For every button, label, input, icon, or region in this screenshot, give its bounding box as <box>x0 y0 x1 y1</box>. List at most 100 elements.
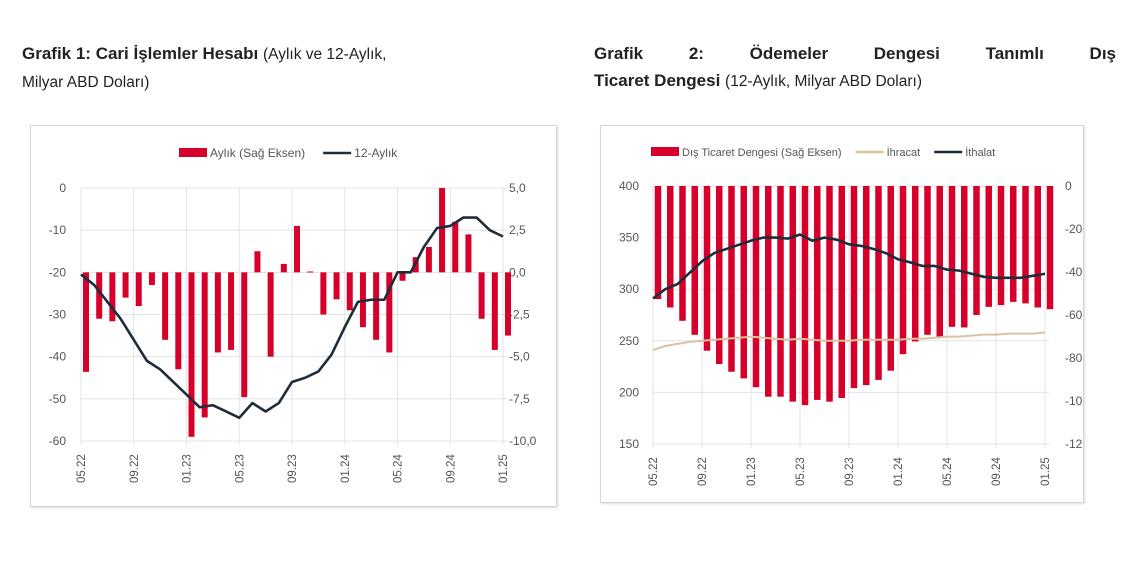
bar-07.24 <box>425 247 432 273</box>
left-axis-tick-label: 250 <box>619 334 639 348</box>
bar-11.22 <box>162 272 169 340</box>
bar-06.24 <box>961 186 968 328</box>
chart2-title: Grafik 2: Ödemeler Dengesi Tanımlı Dış T… <box>594 40 1116 95</box>
right-axis-tick-label: -60 <box>1065 308 1083 322</box>
x-axis-tick-label: 09.23 <box>844 457 856 486</box>
chart1-title-sub1: (Aylık ve 12-Aylık, <box>262 46 387 63</box>
right-axis-tick-label: -5,0 <box>509 350 530 364</box>
bar-01.24 <box>899 186 907 355</box>
chart1-title: Grafik 1: Cari İşlemler Hesabı (Aylık ve… <box>22 40 542 96</box>
x-axis-tick-label: 05.23 <box>795 457 807 486</box>
x-axis-tick-label: 09.24 <box>445 454 457 483</box>
chart1-title-sub2: Milyar ABD Doları) <box>22 74 150 91</box>
bar-03.24 <box>924 186 931 335</box>
right-axis-tick-label: -7,5 <box>509 392 530 406</box>
right-axis-tick-label: 0,0 <box>509 265 526 279</box>
bar-04.23 <box>789 186 796 402</box>
legend-swatch <box>651 147 679 156</box>
x-axis-tick-label: 01.25 <box>498 454 510 483</box>
right-axis-tick-label: -2,5 <box>509 308 530 322</box>
bar-06.22 <box>96 272 103 319</box>
line-series-İthalat <box>652 233 1046 300</box>
right-axis-tick-label: 5,0 <box>509 181 526 195</box>
chart1-svg: 0 -10 -20 -30 -40 -50 -60 5,0 2,5 0,0 -2,5 -5,0 -7,5… <box>49 146 537 483</box>
bar-03.24 <box>373 272 380 340</box>
bar-05.23 <box>241 272 248 398</box>
line-series-12-Aylık <box>80 216 504 420</box>
bar-05.22 <box>654 186 662 300</box>
x-axis-tick-label: 01.24 <box>340 454 352 483</box>
chart2-svg: 400 350 300 250 200 150 0 -20 -40 -60 -80 -100 -120 0… <box>619 146 1083 486</box>
bar-01.24 <box>346 272 353 311</box>
bar-06.22 <box>667 186 674 308</box>
x-axis-tick-label: 05.24 <box>942 457 954 486</box>
bar-01.23 <box>752 186 760 388</box>
left-axis-tick-label: -40 <box>49 350 67 364</box>
x-axis-tick-label: 09.23 <box>287 454 299 483</box>
bar-08.24 <box>985 186 992 307</box>
bar-10.24 <box>465 234 472 273</box>
bar-10.23 <box>863 186 870 386</box>
chart2-title-bold-2: Ticaret Dengesi <box>594 71 721 90</box>
chart1-panel: 0 -10 -20 -30 -40 -50 -60 5,0 2,5 0,0 -2,5 -5,0 -7,5… <box>30 125 557 507</box>
bar-11.23 <box>875 186 882 380</box>
bar-08.22 <box>691 186 698 335</box>
bar-07.23 <box>267 272 274 357</box>
bar-02.23 <box>765 186 772 397</box>
bar-10.22 <box>148 272 155 285</box>
right-axis-tick-label: -20 <box>1065 222 1083 236</box>
bar-05.23 <box>801 186 809 406</box>
bar-10.22 <box>716 186 723 365</box>
bar-11.24 <box>1022 186 1029 304</box>
x-axis-tick-label: 01.23 <box>182 454 194 483</box>
x-axis-tick-label: 01.25 <box>1040 457 1052 486</box>
bar-02.23 <box>201 272 208 418</box>
left-axis-tick-label: -20 <box>49 265 67 279</box>
bar-05.24 <box>948 186 956 327</box>
bar-11.23 <box>320 272 327 315</box>
x-axis-tick-label: 01.23 <box>746 457 758 486</box>
legend-label: İhracat <box>887 146 921 159</box>
legend-label: Dış Ticaret Dengesi (Sağ Eksen) <box>682 147 842 159</box>
left-axis-tick-label: -50 <box>49 392 67 406</box>
bar-09.22 <box>703 186 711 351</box>
bar-09.24 <box>452 221 459 273</box>
bar-11.24 <box>478 272 485 319</box>
bar-09.24 <box>997 186 1005 306</box>
bar-04.23 <box>228 272 235 350</box>
bar-06.23 <box>814 186 821 400</box>
left-axis-tick-label: -30 <box>49 308 67 322</box>
right-axis-tick-label: -40 <box>1065 265 1083 279</box>
x-axis-tick-label: 05.23 <box>234 454 246 483</box>
bar-01.25 <box>1046 186 1054 310</box>
bar-12.24 <box>1034 186 1041 308</box>
bar-05.24 <box>399 272 406 281</box>
bar-07.23 <box>826 186 833 402</box>
x-axis-tick-label: 05.24 <box>393 454 405 483</box>
bar-09.23 <box>294 225 300 273</box>
chart1-title-bold: Grafik 1: Cari İşlemler Hesabı <box>22 44 259 63</box>
bar-03.23 <box>777 186 784 397</box>
x-axis-tick-label: 01.24 <box>893 457 905 486</box>
left-axis-tick-label: 350 <box>619 231 639 245</box>
bar-12.23 <box>887 186 894 371</box>
bar-07.22 <box>109 272 116 322</box>
x-axis-tick-label: 09.22 <box>697 457 709 486</box>
left-axis-tick-label: 150 <box>619 437 639 451</box>
bar-08.23 <box>838 186 845 398</box>
right-axis-tick-label: 0 <box>1065 179 1072 193</box>
bar-08.23 <box>280 263 287 273</box>
bar-07.22 <box>679 186 686 321</box>
bar-01.23 <box>188 272 195 437</box>
line-series-İhracat <box>652 331 1046 352</box>
bar-01.25 <box>505 272 511 336</box>
chart2-panel: 400 350 300 250 200 150 0 -20 -40 -60 -80 -100 -120 0… <box>600 125 1084 503</box>
right-axis-tick-label: 2,5 <box>509 223 526 237</box>
legend-swatch <box>179 148 207 157</box>
x-axis-tick-label: 05.22 <box>76 454 88 483</box>
bar-08.22 <box>122 272 129 298</box>
left-axis-tick-label: 400 <box>619 179 639 193</box>
left-axis-tick-label: 300 <box>619 282 639 296</box>
bar-04.24 <box>936 186 943 337</box>
right-axis-tick-label: -10,0 <box>509 434 537 448</box>
